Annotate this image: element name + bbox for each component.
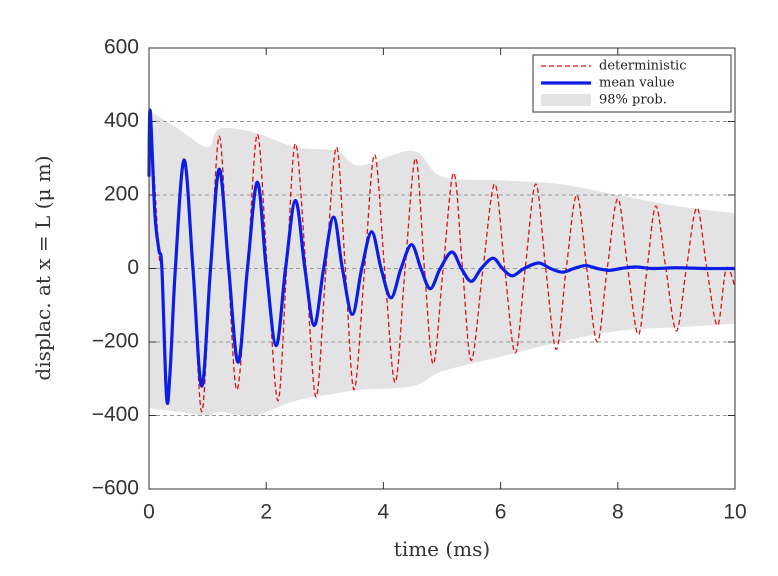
x-tick-label: 4 [378,501,390,524]
y-axis-label: displac. at x = L (μ m) [31,155,55,380]
y-tick-label: 400 [104,109,139,132]
legend-label: deterministic [599,59,687,74]
y-tick-label: 0 [127,256,139,279]
y-tick-label: −600 [92,477,139,500]
x-tick-label: 6 [495,501,507,524]
y-tick-label: −200 [92,330,139,353]
line-series [147,108,736,405]
legend-swatch [541,94,591,106]
legend-label: 98% prob. [599,93,667,108]
x-tick-label: 10 [723,501,746,524]
x-tick-label: 0 [143,501,155,524]
y-tick-label: −400 [92,403,139,426]
x-tick-label: 2 [260,501,272,524]
line-series [148,111,736,413]
y-tick-label: 200 [104,183,139,206]
y-tick-label: 600 [104,36,139,59]
plot-frame [148,47,736,490]
x-axis-label: time (ms) [394,537,490,561]
legend-label: mean value [599,76,675,91]
x-tick-label: 8 [612,501,624,524]
